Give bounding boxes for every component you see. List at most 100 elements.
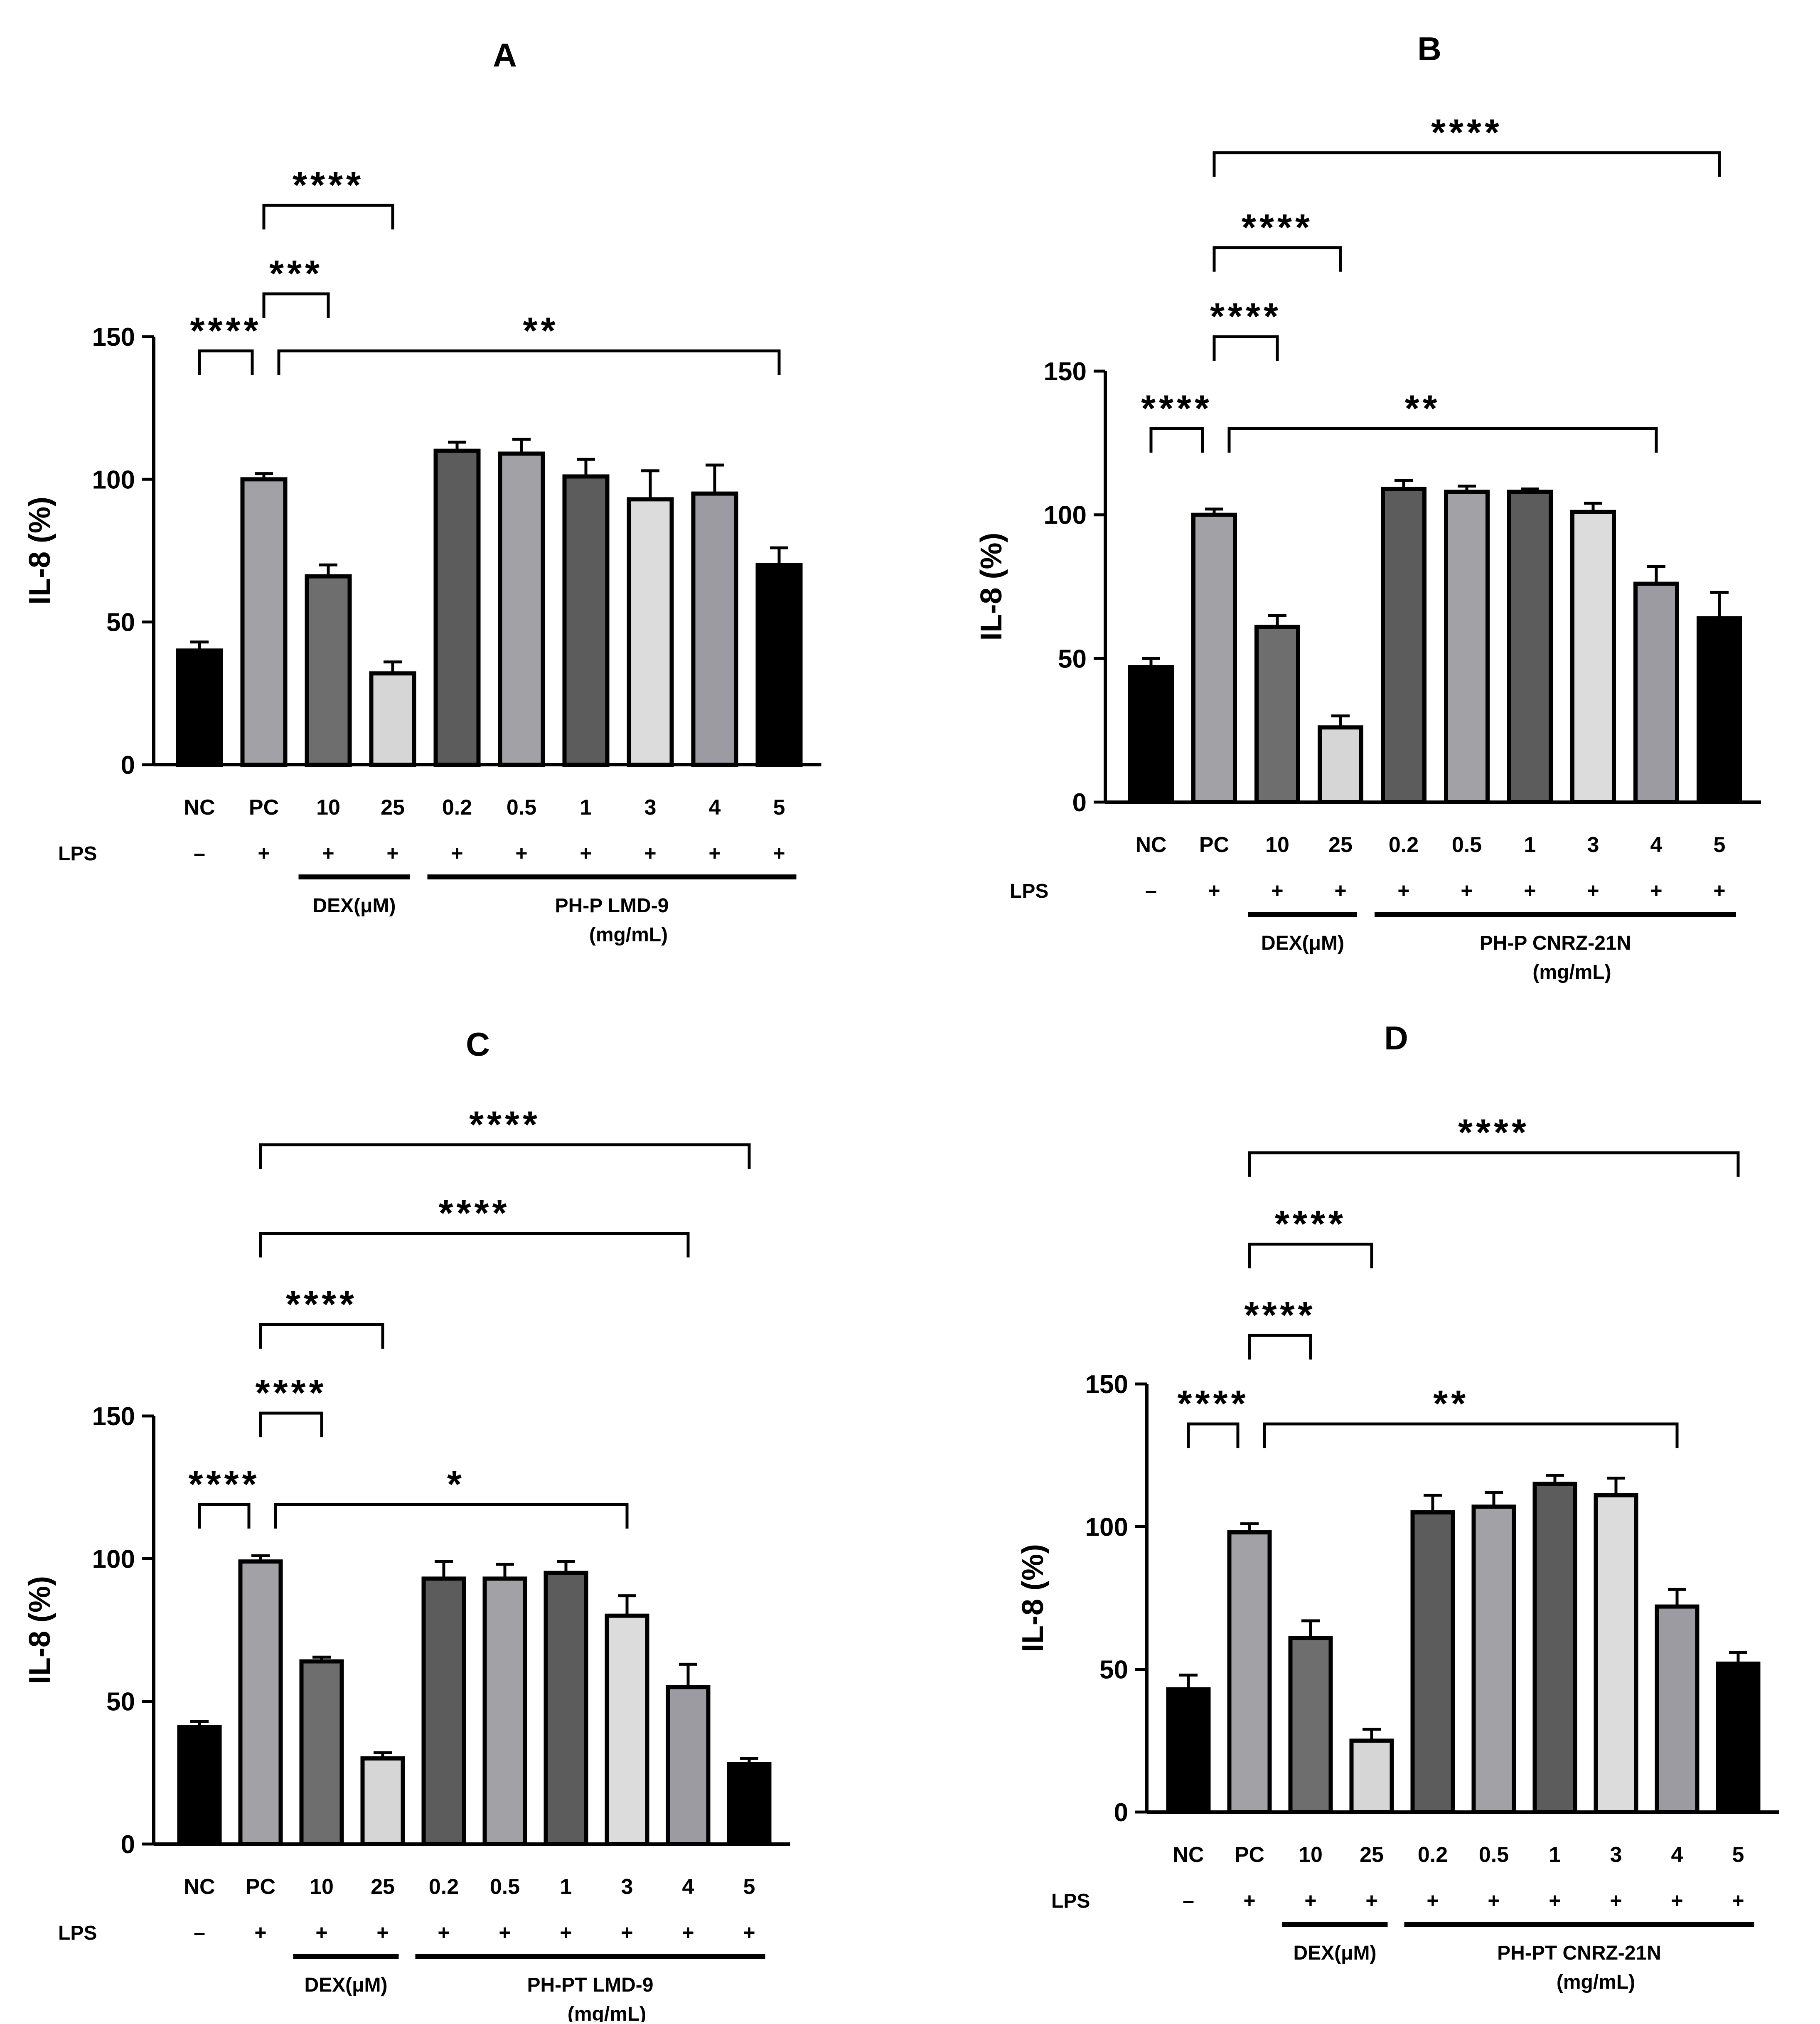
y-tick-label: 150 xyxy=(1044,357,1087,386)
x-category-label: 25 xyxy=(371,1875,395,1899)
significance-stars: **** xyxy=(190,310,261,352)
lps-sign: + xyxy=(1334,879,1346,902)
x-category-label: 10 xyxy=(310,1875,334,1899)
lps-sign: + xyxy=(1549,1889,1561,1912)
bar xyxy=(1655,1604,1699,1814)
significance-stars: ** xyxy=(523,310,558,352)
lps-sign: + xyxy=(1397,879,1409,902)
bar xyxy=(627,497,674,767)
bar xyxy=(240,477,288,767)
significance-bracket xyxy=(1213,246,1342,272)
significance-stars: *** xyxy=(269,253,323,295)
x-category-label: NC xyxy=(184,1875,215,1899)
significance-bracket xyxy=(198,349,254,375)
x-category-label: 10 xyxy=(1265,833,1289,857)
lps-sign: – xyxy=(194,842,205,865)
x-category-label: 5 xyxy=(743,1875,755,1899)
panel-a: A 0 50 100 150 IL-8 (%) NC PC 10 25 0.2 0.5 1 3 4 5 LPS –… xyxy=(23,37,821,946)
significance-bracket xyxy=(259,1411,323,1438)
bar xyxy=(1570,510,1616,804)
bar xyxy=(299,1659,344,1846)
panel-d: D 0 50 100 150 IL-8 (%) NC PC 10 25 0.2 0.5 1 3 4 5 LPS –… xyxy=(1016,1019,1779,1993)
x-category-label: NC xyxy=(184,795,215,820)
y-tick-label: 100 xyxy=(92,1545,135,1573)
y-tick-label: 0 xyxy=(1072,788,1087,817)
lps-sign: + xyxy=(451,842,463,865)
group-label: PH-P CNRZ-21N xyxy=(1480,932,1631,954)
bar xyxy=(1471,1504,1516,1814)
significance-stars: **** xyxy=(469,1104,541,1146)
bar xyxy=(177,1725,222,1847)
x-category-label: 5 xyxy=(1714,833,1726,857)
significance-stars: **** xyxy=(438,1192,510,1234)
group-label: DEX(μM) xyxy=(304,1974,387,1996)
bar xyxy=(1444,490,1490,804)
bar xyxy=(1191,512,1237,804)
x-category-label: 1 xyxy=(560,1875,572,1899)
x-category-label: 0.5 xyxy=(490,1875,520,1899)
group-label: DEX(μM) xyxy=(312,895,396,917)
lps-sign: + xyxy=(258,842,270,865)
y-axis-label: IL-8 (%) xyxy=(975,533,1008,641)
x-category-label: 0.2 xyxy=(1389,833,1419,857)
lps-sign: + xyxy=(1243,1889,1255,1912)
significance-bracket xyxy=(1248,1334,1312,1360)
x-category-label: 0.5 xyxy=(1452,833,1482,857)
x-category-label: PC xyxy=(249,795,279,820)
lps-sign: + xyxy=(386,842,398,865)
group-label: PH-PT CNRZ-21N xyxy=(1497,1942,1661,1964)
bar xyxy=(1349,1738,1394,1815)
significance-stars: **** xyxy=(1431,112,1503,154)
x-category-label: 0.5 xyxy=(1479,1843,1509,1867)
bar xyxy=(1227,1530,1272,1814)
significance-stars: **** xyxy=(293,165,364,206)
bar xyxy=(1381,487,1426,805)
significance-stars: **** xyxy=(188,1464,260,1505)
y-axis-label: IL-8 (%) xyxy=(23,1576,57,1684)
lps-sign: + xyxy=(1524,879,1536,902)
lps-sign: + xyxy=(1426,1889,1439,1912)
bar xyxy=(727,1762,772,1847)
x-category-label: 25 xyxy=(381,795,405,820)
bar xyxy=(1507,490,1553,804)
x-category-label: 5 xyxy=(1732,1843,1744,1867)
significance-bracket xyxy=(1213,335,1279,361)
x-category-label: 0.2 xyxy=(1418,1843,1448,1867)
y-tick-label: 50 xyxy=(106,1688,135,1716)
x-category-label: 3 xyxy=(621,1875,633,1899)
lps-sign: + xyxy=(682,1921,694,1944)
y-tick-label: 100 xyxy=(1044,501,1087,530)
significance-stars: ** xyxy=(1433,1383,1469,1425)
panel-c: C 0 50 100 150 IL-8 (%) NC PC 10 25 0.2 0.5 1 3 4 5 LPS –… xyxy=(23,1026,790,2024)
x-category-label: 4 xyxy=(1671,1843,1683,1867)
bar xyxy=(1594,1493,1638,1814)
significance-bracket xyxy=(198,1503,251,1529)
y-axis-label: IL-8 (%) xyxy=(23,497,57,605)
lps-sign: + xyxy=(1488,1889,1500,1912)
significance-bracket xyxy=(1263,1422,1679,1448)
significance-bracket xyxy=(262,204,394,230)
significance-bracket xyxy=(259,1323,384,1349)
panel-title: A xyxy=(493,37,517,74)
bar xyxy=(1254,625,1300,804)
group-label: DEX(μM) xyxy=(1293,1942,1376,1964)
x-category-label: 10 xyxy=(1299,1843,1323,1867)
y-tick-label: 100 xyxy=(92,465,135,494)
bar xyxy=(1532,1482,1577,1814)
x-category-label: 1 xyxy=(580,795,592,820)
significance-bracket xyxy=(259,1231,690,1258)
bar xyxy=(360,1756,405,1847)
bar xyxy=(1633,581,1679,805)
lps-sign: + xyxy=(621,1921,633,1944)
x-category-label: 4 xyxy=(1650,833,1663,857)
lps-sign: + xyxy=(1208,879,1220,902)
y-tick-label: 150 xyxy=(92,323,135,352)
lps-sign: + xyxy=(1650,879,1662,902)
bar xyxy=(755,563,803,767)
significance-stars: **** xyxy=(1177,1383,1249,1425)
lps-sign: + xyxy=(1587,879,1599,902)
lps-sign: + xyxy=(773,842,785,865)
x-category-label: 4 xyxy=(709,795,721,820)
y-tick-label: 0 xyxy=(1114,1798,1128,1827)
significance-stars: * xyxy=(447,1464,465,1505)
